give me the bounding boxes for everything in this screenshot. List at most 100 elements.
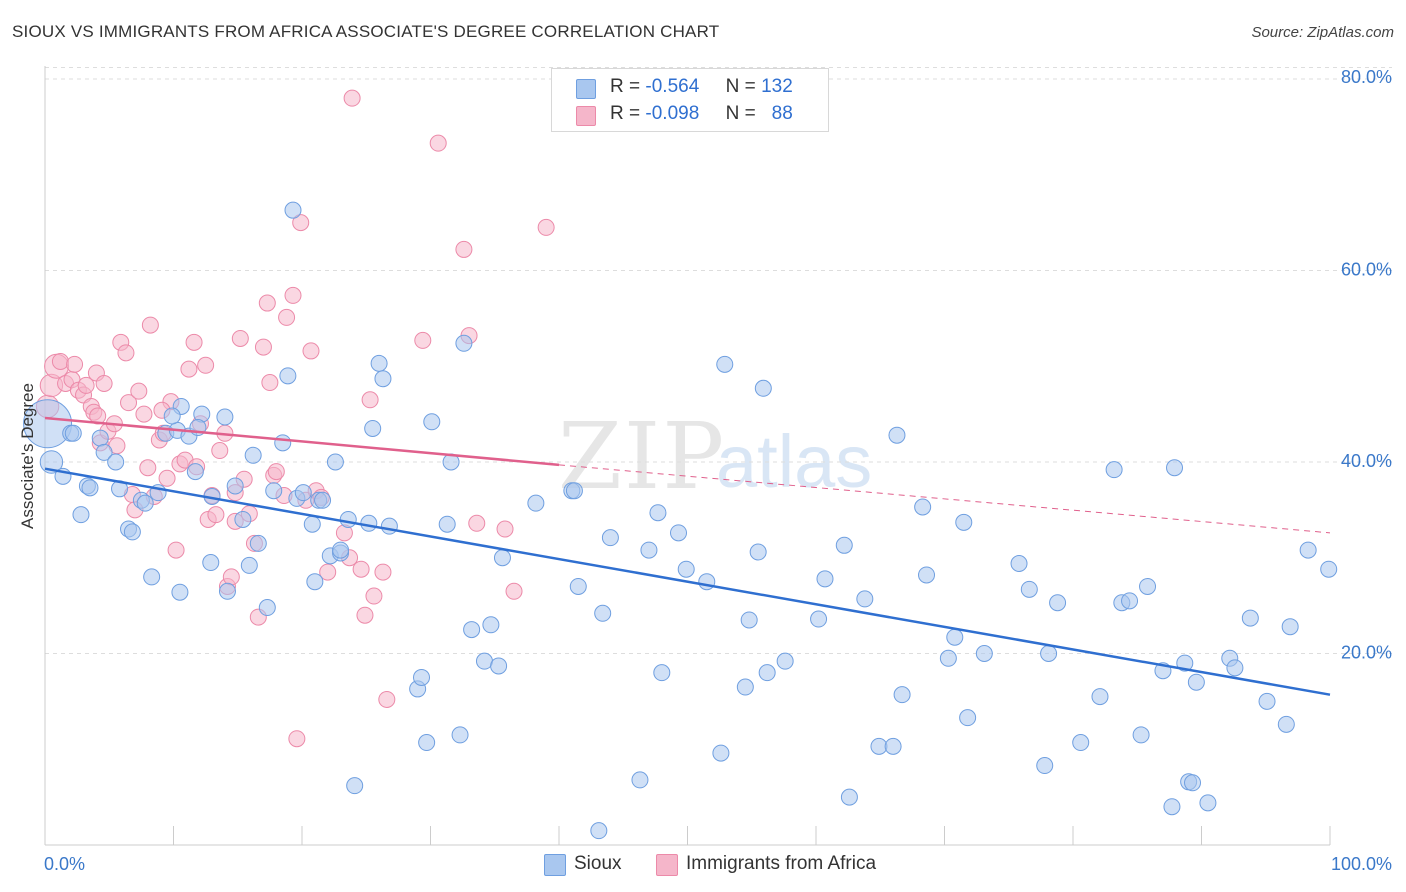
sioux-point (360, 514, 378, 532)
africa-point (66, 355, 84, 373)
sioux-point (594, 604, 612, 622)
legend-sioux-r-label: R = (610, 76, 641, 97)
sioux-point (959, 709, 977, 727)
sioux-point (914, 498, 932, 516)
watermark-zip: ZIP (558, 403, 726, 510)
africa-point (139, 459, 157, 477)
sioux-point (451, 726, 469, 744)
sioux-point (1049, 594, 1067, 612)
sioux-point (218, 582, 236, 600)
africa-point (378, 690, 396, 708)
sioux-point (677, 560, 695, 578)
sioux-point (1091, 688, 1109, 706)
bottom-legend-swatch-africa (656, 854, 678, 876)
sioux-point (1036, 757, 1054, 775)
source-label: Source: ZipAtlas.com (1251, 24, 1394, 41)
legend-sioux-r-value: -0.564 (645, 76, 700, 97)
sioux-point (294, 484, 312, 502)
sioux-point (380, 517, 398, 535)
y-tick-label: 20.0% (1341, 643, 1392, 663)
legend-africa-n-value: 88 (771, 103, 793, 124)
africa-point (284, 286, 302, 304)
sioux-point (143, 568, 161, 586)
africa-point (261, 374, 279, 392)
sioux-point (1277, 715, 1295, 733)
sioux-point (1187, 673, 1205, 691)
sioux-point (1020, 580, 1038, 598)
africa-points (35, 89, 555, 748)
sioux-point (81, 479, 99, 497)
sioux-point (455, 334, 473, 352)
sioux-point (649, 504, 667, 522)
sioux-point (1320, 560, 1338, 578)
africa-point (258, 294, 276, 312)
x-tick-label-max: 100.0% (1331, 854, 1392, 874)
legend-africa-r-value: -0.098 (645, 103, 700, 124)
sioux-point (91, 429, 109, 447)
bottom-legend-label-africa: Immigrants from Africa (686, 853, 877, 874)
africa-point (374, 563, 392, 581)
africa-point (95, 374, 113, 392)
trendlines (44, 416, 1331, 696)
africa-point (158, 469, 176, 487)
africa-point (207, 506, 225, 524)
africa-point (231, 329, 249, 347)
sioux-point (332, 541, 350, 559)
sioux-point (1241, 609, 1259, 627)
sioux-point (284, 201, 302, 219)
sioux-point (279, 367, 297, 385)
sioux-point (754, 379, 772, 397)
sioux-point (274, 434, 292, 452)
legend-swatch-africa (576, 106, 596, 126)
africa-point (211, 442, 229, 460)
sioux-point (975, 645, 993, 662)
sioux-point (1226, 659, 1244, 677)
sioux-point (716, 355, 734, 373)
sioux-point (23, 399, 73, 449)
sioux-point (234, 510, 252, 528)
sioux-point (840, 788, 858, 806)
sioux-point (493, 549, 511, 567)
africa-point (254, 338, 272, 356)
africa-point (361, 391, 379, 409)
africa-point (356, 606, 374, 624)
sioux-point (326, 453, 344, 471)
sioux-point (186, 463, 204, 481)
sioux-point (413, 668, 431, 686)
x-tick-label-min: 0.0% (44, 854, 85, 874)
y-axis-label: Associate's Degree (18, 383, 37, 529)
correlation-legend: R = -0.564 N = 132 R = -0.098 N = 88 (551, 68, 829, 132)
africa-point (141, 316, 159, 334)
sioux-point (240, 556, 258, 574)
sioux-point (123, 523, 141, 541)
africa-point (496, 520, 514, 538)
legend-sioux-n-label: N = (725, 76, 756, 97)
sioux-point (1258, 692, 1276, 710)
sioux-point (590, 822, 608, 840)
sioux-point (740, 611, 758, 629)
africa-point (365, 587, 383, 605)
sioux-point (1010, 554, 1028, 572)
y-tick-label: 60.0% (1341, 260, 1392, 280)
sioux-point (955, 513, 973, 531)
sioux-point (1184, 774, 1202, 792)
sioux-point (163, 407, 181, 425)
africa-point (343, 89, 361, 107)
sioux-point (939, 649, 957, 667)
sioux-point (314, 491, 332, 509)
sioux-point (482, 616, 500, 634)
sioux-point (64, 424, 82, 442)
africa-point (302, 342, 320, 360)
africa-point (414, 331, 432, 349)
sioux-point (171, 583, 189, 601)
sioux-point (306, 573, 324, 591)
sioux-point (816, 570, 834, 588)
sioux-point (870, 737, 888, 755)
africa-point (77, 376, 95, 394)
y-tick-label: 40.0% (1341, 451, 1392, 471)
sioux-point (631, 771, 649, 789)
africa-trendline-extension (558, 464, 1331, 534)
sioux-point (216, 408, 234, 426)
sioux-point (569, 577, 587, 595)
sioux-point (1166, 459, 1184, 477)
